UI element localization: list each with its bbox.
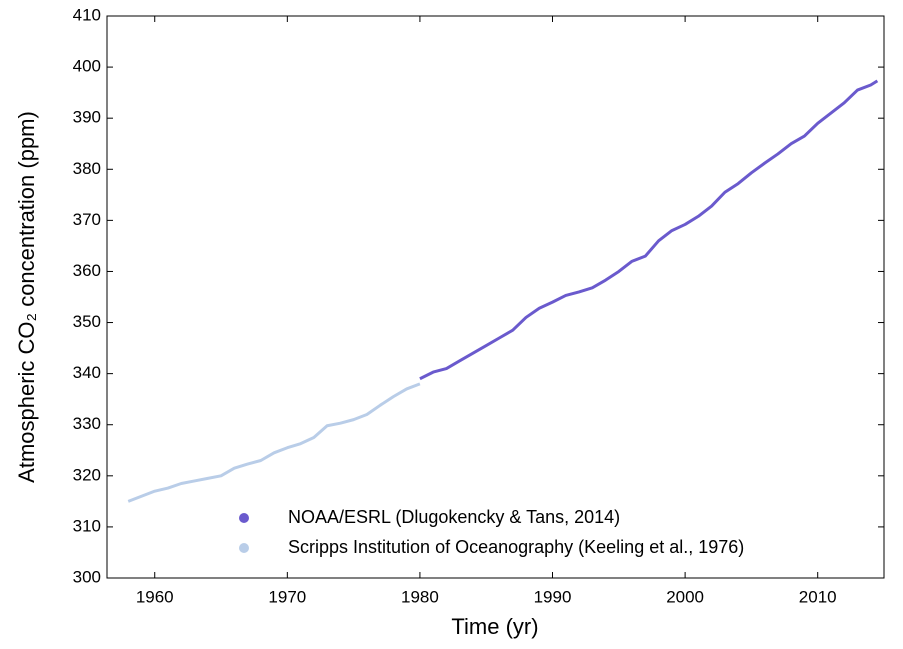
legend-marker — [239, 543, 249, 553]
y-tick-label: 340 — [73, 363, 101, 382]
y-tick-label: 320 — [73, 465, 101, 484]
x-tick-label: 2010 — [799, 587, 837, 606]
plot-frame — [106, 15, 885, 579]
legend-label: NOAA/ESRL (Dlugokencky & Tans, 2014) — [288, 507, 620, 527]
y-tick-label: 330 — [73, 414, 101, 433]
y-tick-label: 360 — [73, 261, 101, 280]
y-tick-label: 400 — [73, 57, 101, 76]
x-tick-label: 1970 — [268, 587, 306, 606]
data-line — [127, 382, 421, 503]
y-tick-label: 370 — [73, 210, 101, 229]
y-tick-label: 350 — [73, 312, 101, 331]
data-line — [419, 79, 879, 381]
x-tick-label: 2000 — [666, 587, 704, 606]
legend-label: Scripps Institution of Oceanography (Kee… — [288, 537, 744, 557]
y-tick-label: 380 — [73, 159, 101, 178]
y-tick-label: 300 — [73, 567, 101, 586]
x-axis-label: Time (yr) — [451, 614, 538, 639]
y-tick-label: 310 — [73, 516, 101, 535]
y-tick-label: 410 — [73, 5, 101, 24]
x-tick-label: 1960 — [136, 587, 174, 606]
y-tick-label: 390 — [73, 108, 101, 127]
legend-marker — [239, 513, 249, 523]
x-tick-label: 1980 — [401, 587, 439, 606]
y-axis-label: Atmospheric CO₂ concentration (ppm) — [14, 111, 39, 483]
x-tick-label: 1990 — [534, 587, 572, 606]
